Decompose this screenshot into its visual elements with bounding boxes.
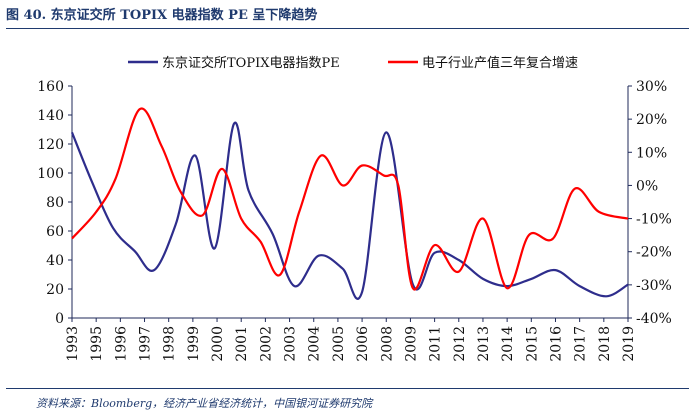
x-tick-label: 1997	[138, 326, 154, 362]
x-tick-label: 2008	[379, 326, 395, 362]
right-tick-label: -10%	[636, 212, 672, 228]
right-tick-label: -30%	[636, 278, 672, 294]
series-line-topix-pe	[70, 121, 629, 300]
left-tick-label: 160	[37, 79, 64, 95]
x-tick-label: 2015	[524, 326, 540, 362]
x-tick-label: 1996	[113, 326, 129, 362]
x-tick-label: 2005	[331, 326, 347, 362]
x-tick-label: 2017	[573, 326, 589, 362]
source-rule	[6, 388, 689, 389]
x-tick-label: 2012	[452, 326, 468, 362]
right-tick-label: 20%	[636, 112, 667, 128]
x-tick-label: 2009	[403, 326, 419, 362]
legend-label: 东京证交所TOPIX电器指数PE	[162, 55, 340, 71]
x-tick-label: 2003	[283, 326, 299, 362]
x-tick-label: 1995	[89, 326, 105, 362]
left-tick-label: 80	[46, 195, 64, 211]
left-tick-label: 20	[46, 282, 64, 298]
left-tick-label: 60	[46, 224, 64, 240]
legend-label: 电子行业产值三年复合增速	[422, 55, 578, 71]
x-tick-label: 1998	[162, 326, 178, 362]
x-tick-label: 1993	[65, 326, 81, 362]
left-tick-label: 0	[55, 311, 64, 327]
left-tick-label: 120	[37, 137, 64, 153]
x-tick-label: 2011	[428, 326, 444, 362]
series-line-growth-rate	[71, 107, 629, 291]
right-tick-label: 30%	[636, 79, 667, 95]
x-tick-label: 2014	[500, 326, 516, 362]
figure-title: 图 40. 东京证交所 TOPIX 电器指数 PE 呈下降趋势	[6, 8, 318, 23]
title-rule	[6, 28, 689, 29]
right-tick-label: -20%	[636, 245, 672, 261]
x-tick-label: 2016	[548, 326, 564, 362]
x-tick-label: 2002	[258, 326, 274, 362]
right-tick-label: -40%	[636, 311, 672, 327]
x-tick-label: 2018	[597, 326, 613, 362]
right-tick-label: 10%	[636, 145, 667, 161]
x-tick-label: 1999	[186, 326, 202, 362]
x-tick-label: 2006	[355, 326, 371, 362]
right-tick-label: 0%	[636, 178, 658, 194]
x-tick-label: 2001	[234, 326, 250, 362]
x-tick-label: 2000	[210, 326, 226, 362]
left-tick-label: 40	[46, 253, 64, 269]
left-tick-label: 140	[37, 108, 64, 124]
left-tick-label: 100	[37, 166, 64, 182]
x-tick-label: 2013	[476, 326, 492, 362]
x-tick-label: 2004	[307, 326, 323, 362]
x-tick-label: 2019	[621, 326, 637, 362]
source-note: 资料来源：Bloomberg，经济产业省经济统计，中国银河证券研究院	[36, 397, 373, 410]
